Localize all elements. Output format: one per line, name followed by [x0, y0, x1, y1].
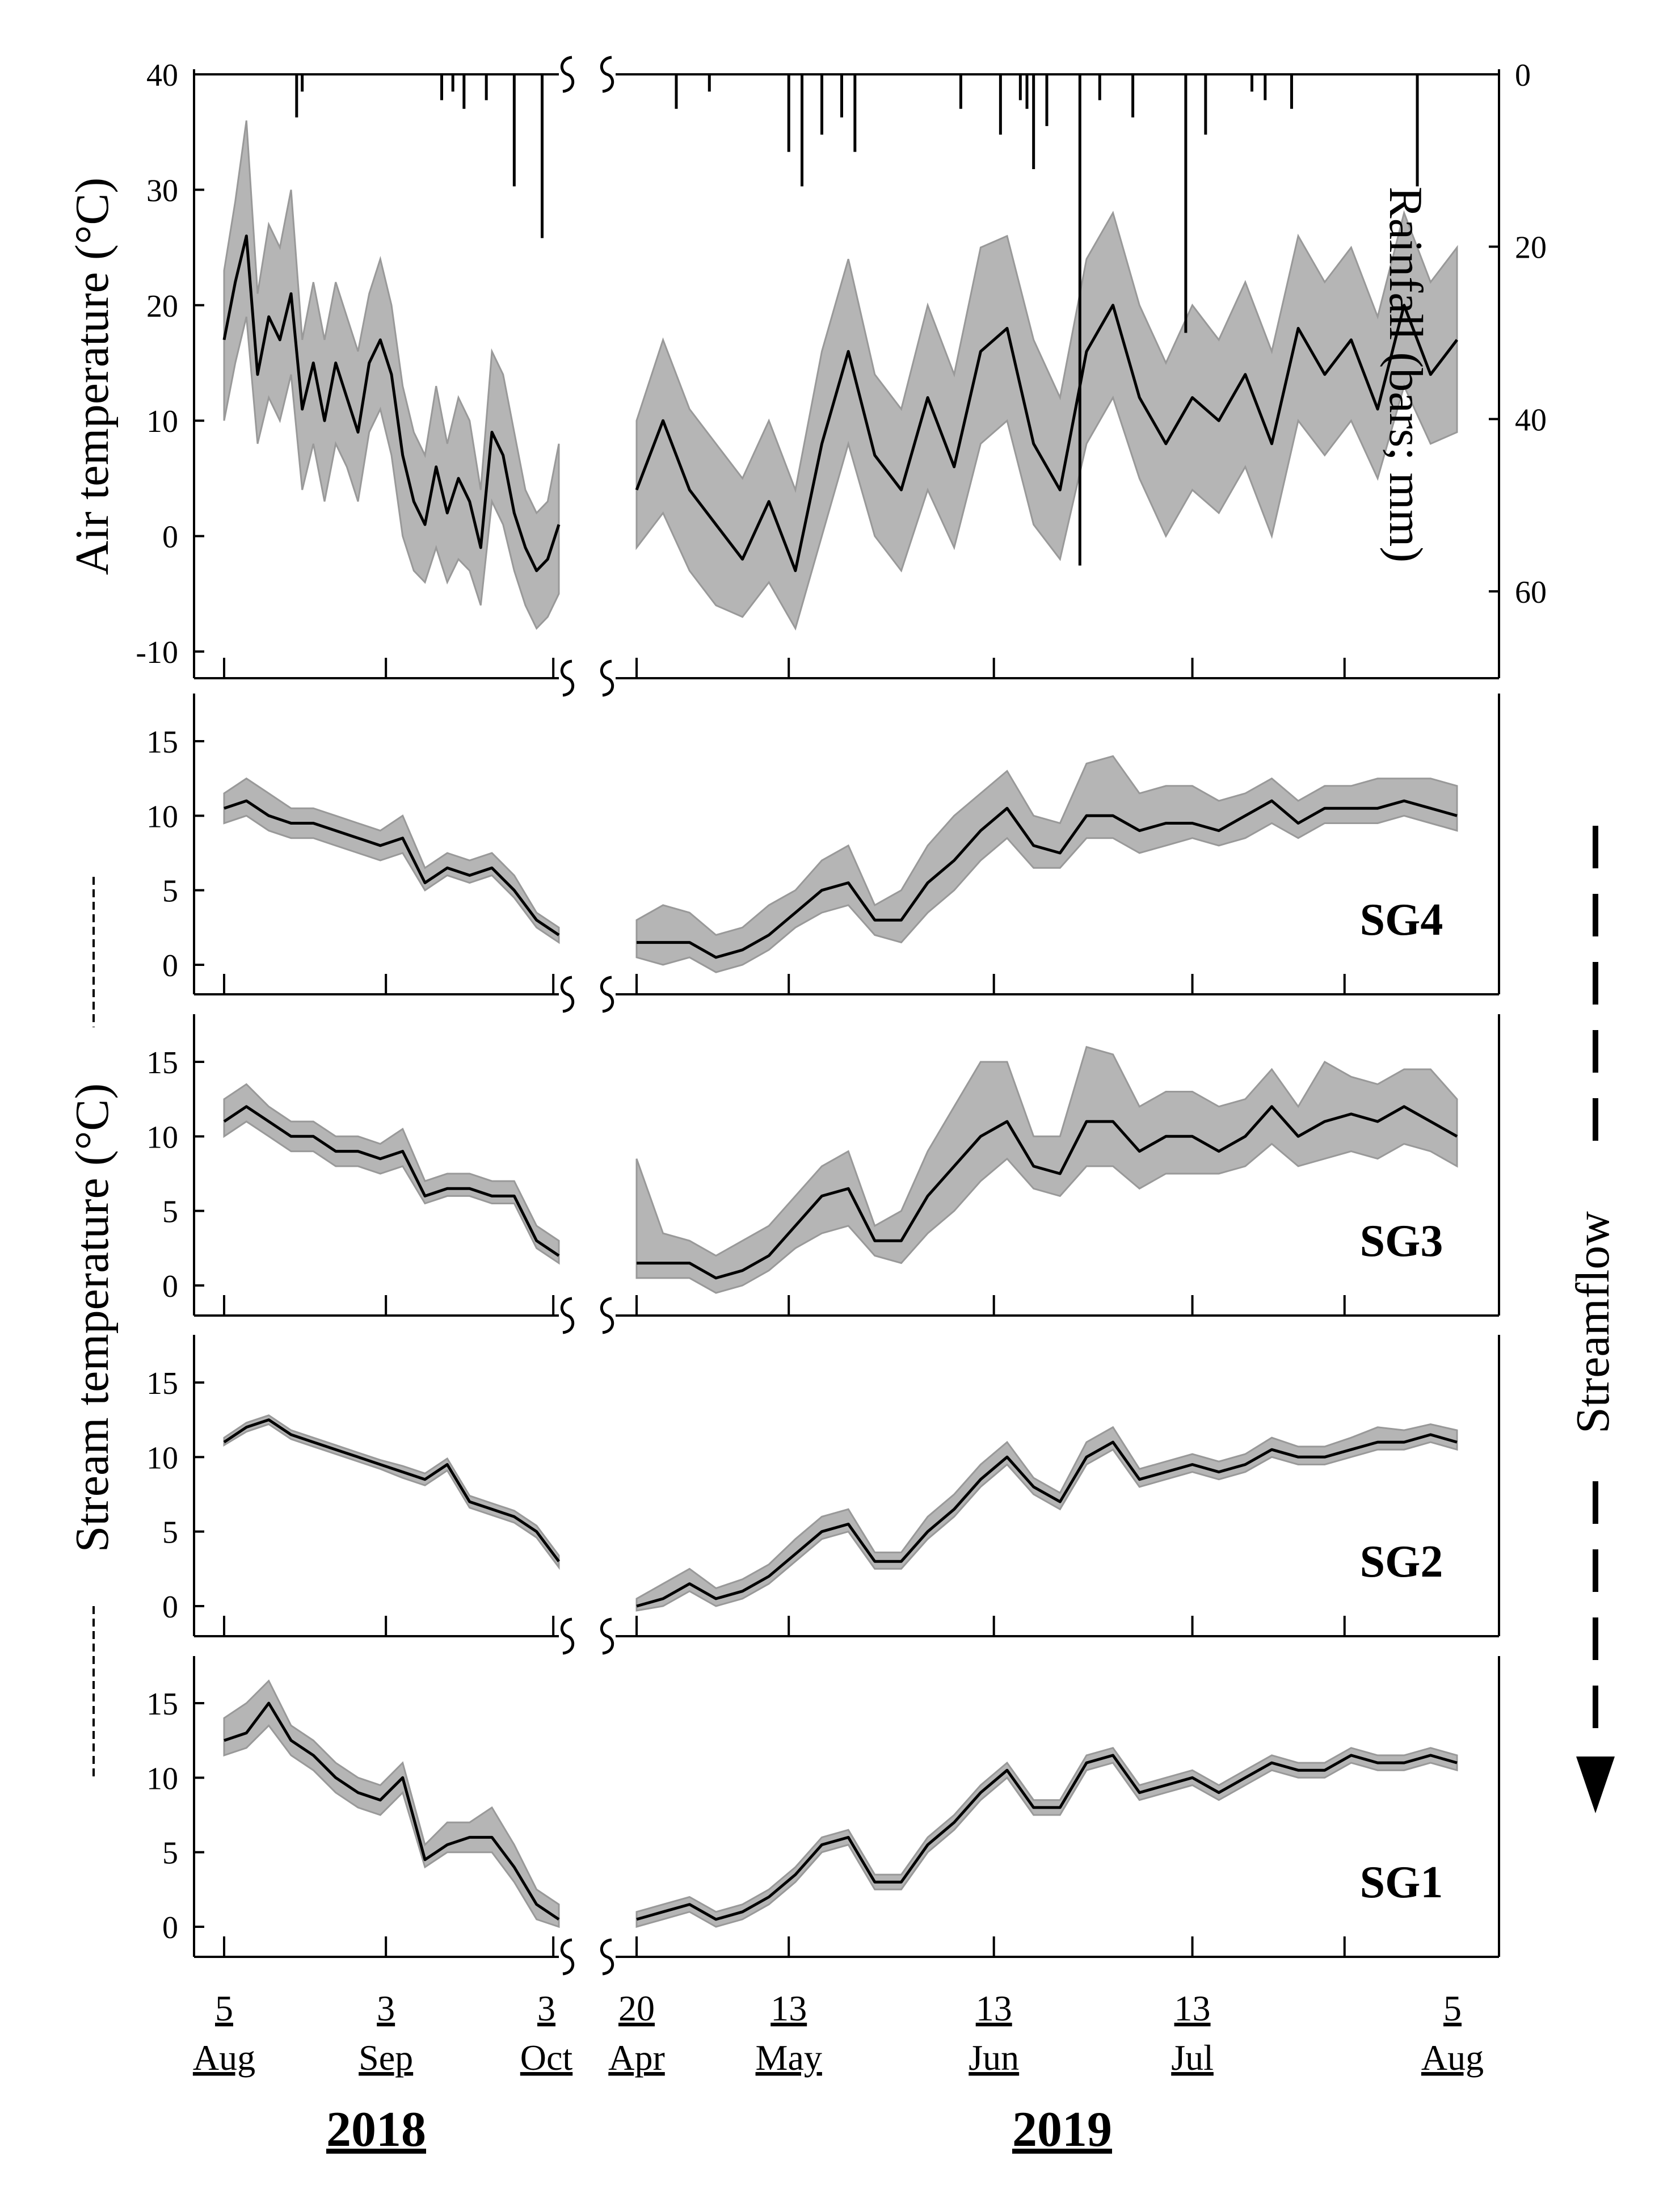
SG1-y-tick-label: 10: [146, 1761, 178, 1796]
SG1-mean-line-0: [224, 1701, 560, 1921]
axis-break-mark: [600, 1617, 614, 1655]
x-tick-day-label: 13: [1174, 1988, 1211, 2028]
x-tick-month-label: Aug: [1421, 2037, 1484, 2078]
x-tick-month-label: Jun: [969, 2037, 1019, 2078]
axis-break-mark: [600, 1938, 614, 1976]
SG3-y-tick-label: 10: [146, 1120, 178, 1155]
SG2-y-tick-label: 0: [162, 1590, 178, 1625]
SG4-y-tick-label: 5: [162, 874, 178, 909]
air-y-tick-label: 30: [146, 173, 178, 208]
SG4-mean-line-1: [637, 799, 1458, 959]
rainfall-tick-label: 20: [1515, 230, 1547, 266]
x-tick-day-label: 3: [377, 1988, 395, 2028]
SG4-y-tick-label: 15: [146, 725, 178, 760]
x-tick-month-label: Apr: [608, 2037, 665, 2078]
streamflow-label: Streamflow: [1567, 1211, 1619, 1434]
panel-SG2: 0 5 10 15 SG2: [146, 1335, 1500, 1655]
axis-break-mark: [561, 976, 574, 1013]
panel-SG3: 0 5 10 15 SG3: [146, 1014, 1500, 1334]
SG3-range-band-0: [223, 1083, 560, 1265]
axis-break-mark: [561, 56, 574, 93]
SG4-y-tick-label: 10: [146, 799, 178, 834]
air-temperature-axis-title: Air temperature (°C): [66, 178, 119, 575]
air-y-tick-label: 0: [162, 520, 178, 555]
SG2-mean-line-0: [223, 1418, 561, 1562]
rainfall-tick-label: 60: [1515, 575, 1547, 610]
rainfall-tick-label: 0: [1515, 58, 1531, 93]
SG1-range-band-0: [223, 1679, 560, 1928]
axis-break-mark: [561, 659, 574, 697]
SG2-y-tick-label: 5: [162, 1515, 178, 1550]
x-tick-day-label: 13: [770, 1988, 807, 2028]
site-label-SG3: SG3: [1360, 1216, 1443, 1266]
SG3-y-tick-label: 15: [146, 1045, 178, 1081]
stream-temperature-axis-title: Stream temperature (°C): [66, 1083, 119, 1553]
axis-break-mark: [561, 1617, 574, 1655]
x-tick-month-label: Jul: [1171, 2037, 1214, 2078]
x-tick-day-label: 5: [1443, 1988, 1462, 2028]
SG1-mean-line-1: [636, 1754, 1458, 1921]
site-label-SG2: SG2: [1360, 1537, 1443, 1587]
SG3-y-tick-label: 5: [162, 1195, 178, 1230]
year-label-2018: 2018: [326, 2102, 426, 2157]
axis-break-mark: [561, 1938, 574, 1976]
air-y-tick-label: 20: [146, 289, 178, 324]
panels: 0 20 40 60 -10 0 10 20 30 40 0 5 10 15 SG4 0 5 10 15 SG3 0 5 1…: [136, 56, 1547, 1976]
SG4-range-band-1: [635, 755, 1458, 973]
panel-SG1: 0 5 10 15 SG1: [146, 1656, 1500, 1976]
SG4-y-tick-label: 0: [162, 948, 178, 984]
x-tick-day-label: 3: [537, 1988, 555, 2028]
SG3-y-tick-label: 0: [162, 1269, 178, 1304]
site-label-SG1: SG1: [1360, 1858, 1443, 1907]
rainfall-axis-title: Rainfall (bars; mm): [1379, 187, 1432, 562]
x-tick-month-label: Oct: [520, 2037, 573, 2078]
rainfall-tick-label: 40: [1515, 402, 1547, 438]
axis-break-mark: [600, 1297, 614, 1334]
year-label-2019: 2019: [1012, 2102, 1112, 2157]
air-mean-line-0: [222, 234, 561, 573]
SG4-range-band-0: [223, 777, 560, 944]
air-y-tick-label: 10: [146, 404, 178, 439]
x-axis-date-labels: 5 Aug 3 Sep 3 Oct 20 Apr 13 May 13 Jun 13 Jul 5 Aug: [193, 1988, 1484, 2078]
SG2-range-band-0: [223, 1414, 560, 1570]
panel-SG4: 0 5 10 15 SG4: [146, 694, 1500, 1013]
x-tick-month-label: Aug: [193, 2037, 255, 2078]
axis-break-mark: [600, 976, 614, 1013]
streamflow-arrow-head: [1576, 1757, 1615, 1813]
x-tick-day-label: 5: [215, 1988, 233, 2028]
axis-break-mark: [600, 56, 614, 93]
air-y-tick-label: -10: [136, 635, 178, 670]
x-tick-day-label: 20: [618, 1988, 655, 2028]
SG1-y-tick-label: 0: [162, 1910, 178, 1946]
site-label-SG4: SG4: [1360, 895, 1443, 945]
air-range-band-1: [635, 210, 1458, 631]
SG2-y-tick-label: 15: [146, 1366, 178, 1401]
SG1-range-band-1: [635, 1747, 1458, 1928]
SG3-mean-line-0: [223, 1105, 560, 1257]
x-tick-day-label: 13: [976, 1988, 1012, 2028]
SG3-mean-line-1: [637, 1105, 1458, 1280]
axis-break-mark: [561, 1297, 574, 1334]
air-y-tick-label: 40: [146, 58, 178, 93]
SG4-mean-line-0: [224, 799, 560, 936]
SG1-y-tick-label: 5: [162, 1836, 178, 1871]
x-tick-month-label: May: [756, 2037, 822, 2078]
x-tick-month-label: Sep: [359, 2037, 413, 2078]
air-mean-line-1: [635, 304, 1458, 573]
axis-break-mark: [600, 659, 614, 697]
SG1-y-tick-label: 15: [146, 1687, 178, 1722]
SG2-y-tick-label: 10: [146, 1440, 178, 1476]
SG2-mean-line-1: [636, 1433, 1458, 1608]
panel-air: 0 20 40 60 -10 0 10 20 30 40: [136, 56, 1547, 697]
